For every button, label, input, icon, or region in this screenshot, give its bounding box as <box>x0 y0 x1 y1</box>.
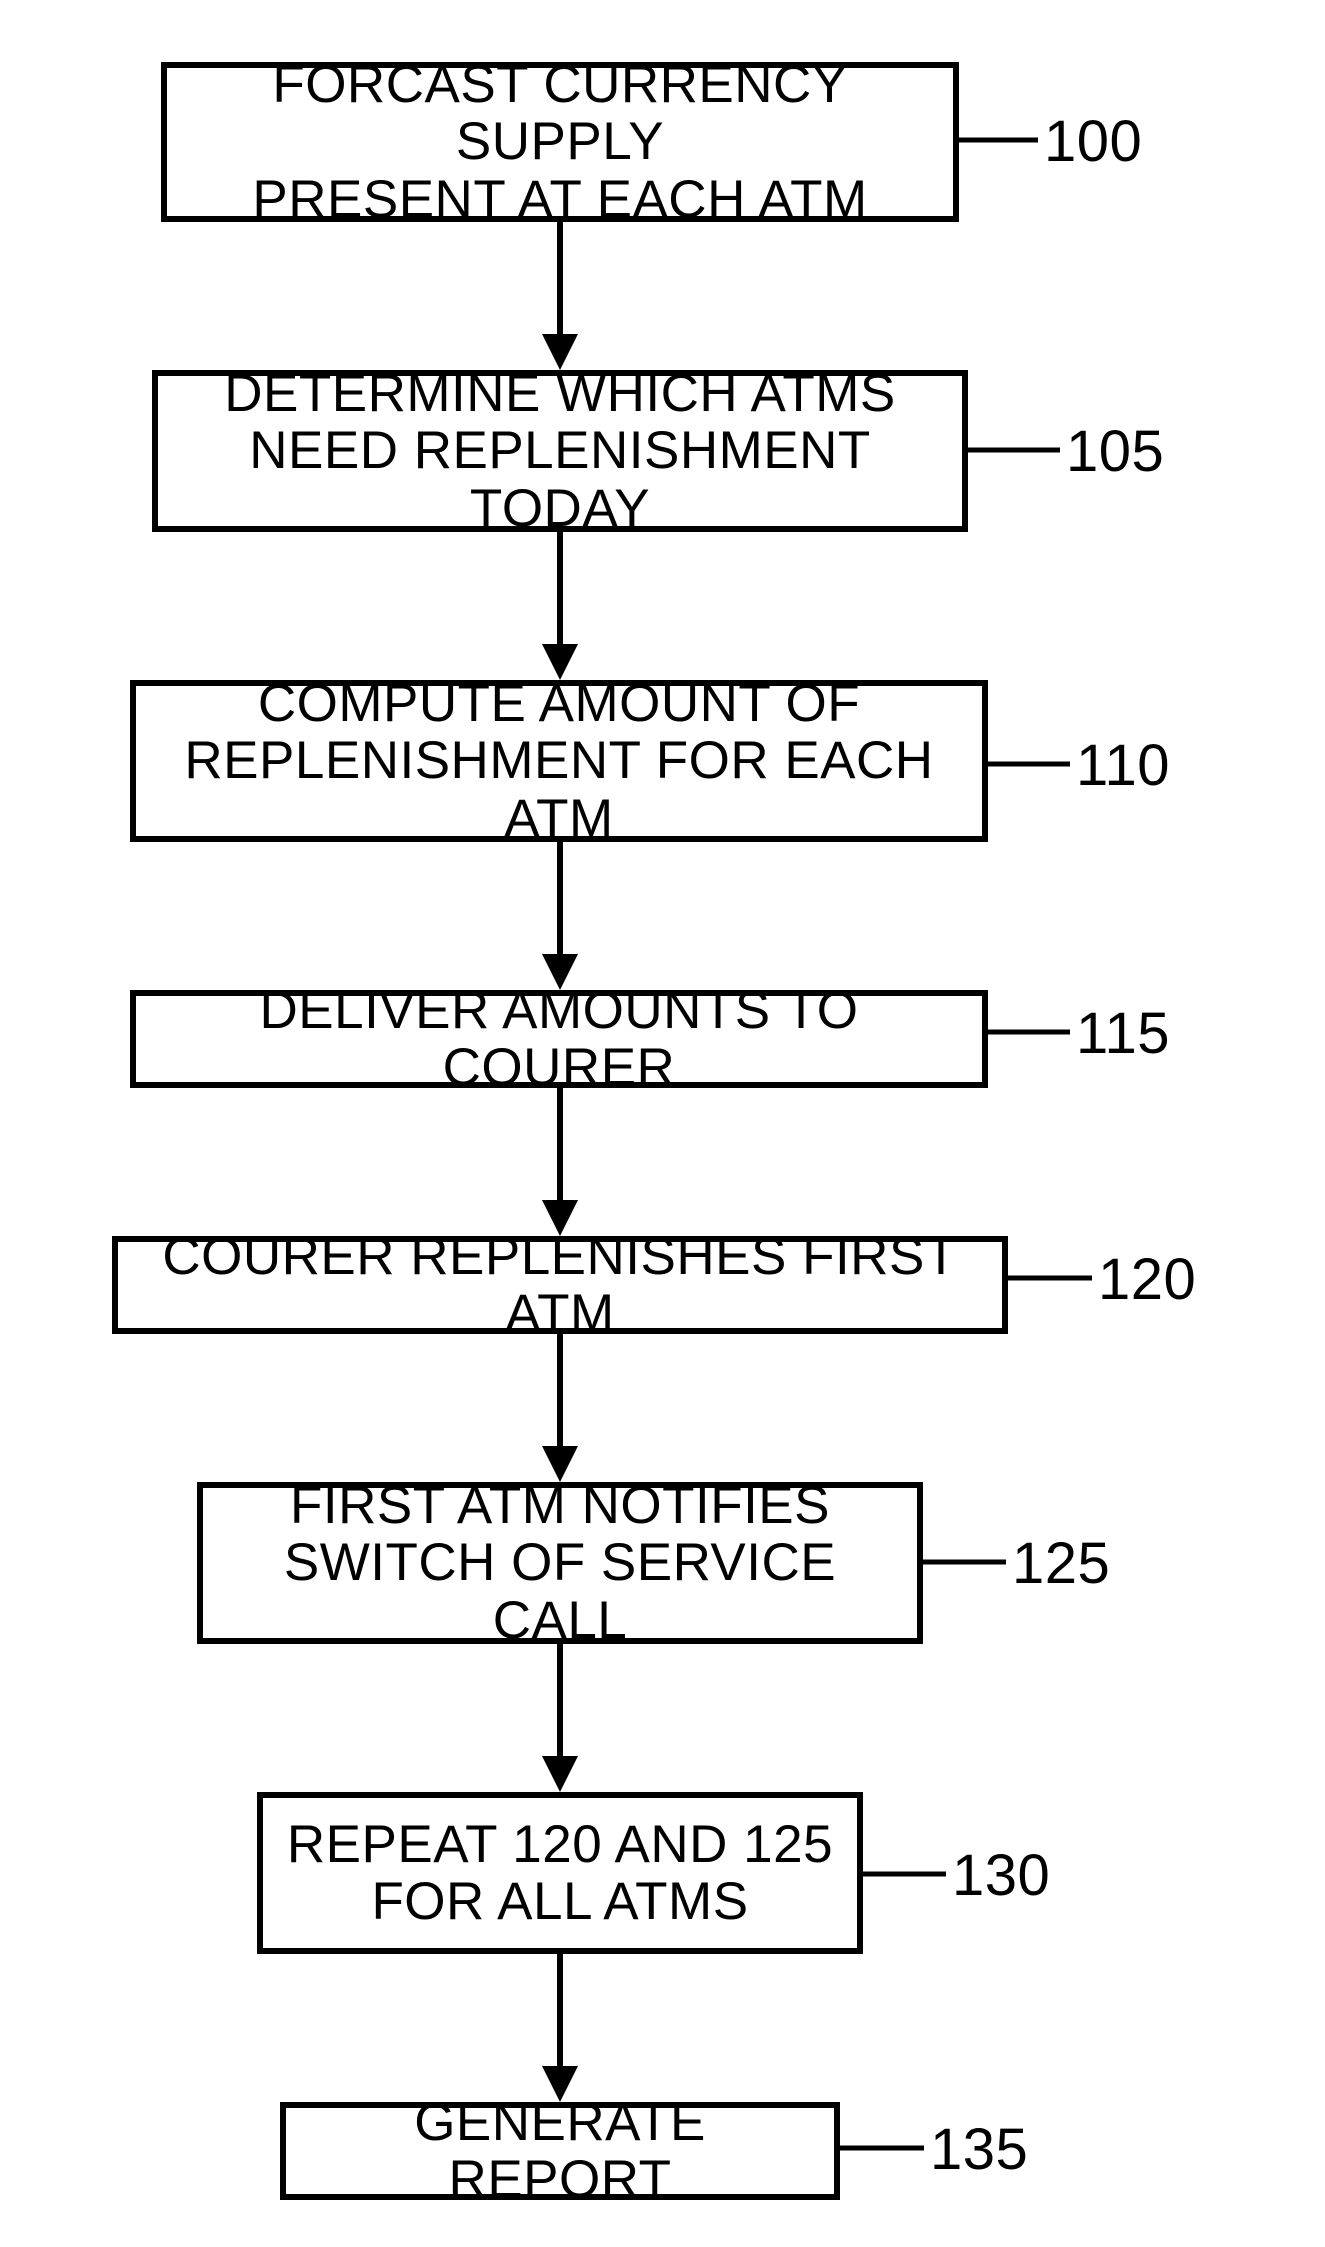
flow-node-text: FORCAST CURRENCY SUPPLYPRESENT AT EACH A… <box>189 56 931 228</box>
flow-node-text: REPEAT 120 AND 125FOR ALL ATMS <box>287 1816 833 1930</box>
flow-node-text: COMPUTE AMOUNT OFREPLENISHMENT FOR EACH … <box>158 675 960 847</box>
leader-line <box>988 754 1072 774</box>
flow-node-text: FIRST ATM NOTIFIESSWITCH OF SERVICE CALL <box>225 1477 895 1649</box>
reference-label: 110 <box>1076 732 1170 799</box>
arrow-down-icon <box>542 1200 578 1236</box>
flow-connector <box>557 222 563 334</box>
arrow-down-icon <box>542 2066 578 2102</box>
arrow-down-icon <box>542 334 578 370</box>
leader-line <box>923 1552 1008 1572</box>
flow-node: COURER REPLENISHES FIRST ATM <box>112 1236 1008 1334</box>
arrow-down-icon <box>542 1446 578 1482</box>
arrow-down-icon <box>542 644 578 680</box>
flow-node: DELIVER AMOUNTS TO COURER <box>130 990 988 1088</box>
flow-node-text: DETERMINE WHICH ATMSNEED REPLENISHMENT T… <box>180 365 940 537</box>
flow-node-text: DELIVER AMOUNTS TO COURER <box>158 982 960 1096</box>
flow-node-text: GENERATE REPORT <box>308 2094 812 2208</box>
reference-label: 135 <box>930 2116 1028 2183</box>
leader-line <box>1008 1268 1094 1288</box>
flow-node: COMPUTE AMOUNT OFREPLENISHMENT FOR EACH … <box>130 680 988 842</box>
leader-line <box>863 1864 948 1884</box>
arrow-down-icon <box>542 954 578 990</box>
flow-connector <box>557 1334 563 1446</box>
leader-line <box>840 2138 926 2158</box>
flow-node: GENERATE REPORT <box>280 2102 840 2200</box>
flow-connector <box>557 1954 563 2066</box>
reference-label: 125 <box>1012 1530 1110 1597</box>
flow-node: REPEAT 120 AND 125FOR ALL ATMS <box>257 1792 863 1954</box>
flow-connector <box>557 1644 563 1756</box>
reference-label: 105 <box>1066 418 1164 485</box>
leader-line <box>988 1022 1072 1042</box>
flow-node: FIRST ATM NOTIFIESSWITCH OF SERVICE CALL <box>197 1482 923 1644</box>
reference-label: 130 <box>952 1842 1050 1909</box>
leader-line <box>959 130 1040 150</box>
reference-label: 120 <box>1098 1246 1196 1313</box>
flow-node: DETERMINE WHICH ATMSNEED REPLENISHMENT T… <box>152 370 968 532</box>
flowchart-canvas: FORCAST CURRENCY SUPPLYPRESENT AT EACH A… <box>0 0 1325 2247</box>
arrow-down-icon <box>542 1756 578 1792</box>
flow-connector <box>557 1088 563 1200</box>
reference-label: 100 <box>1044 108 1142 175</box>
flow-node-text: COURER REPLENISHES FIRST ATM <box>140 1228 980 1342</box>
leader-line <box>968 440 1062 460</box>
reference-label: 115 <box>1076 1000 1170 1067</box>
flow-connector <box>557 842 563 954</box>
flow-node: FORCAST CURRENCY SUPPLYPRESENT AT EACH A… <box>161 62 959 222</box>
flow-connector <box>557 532 563 644</box>
